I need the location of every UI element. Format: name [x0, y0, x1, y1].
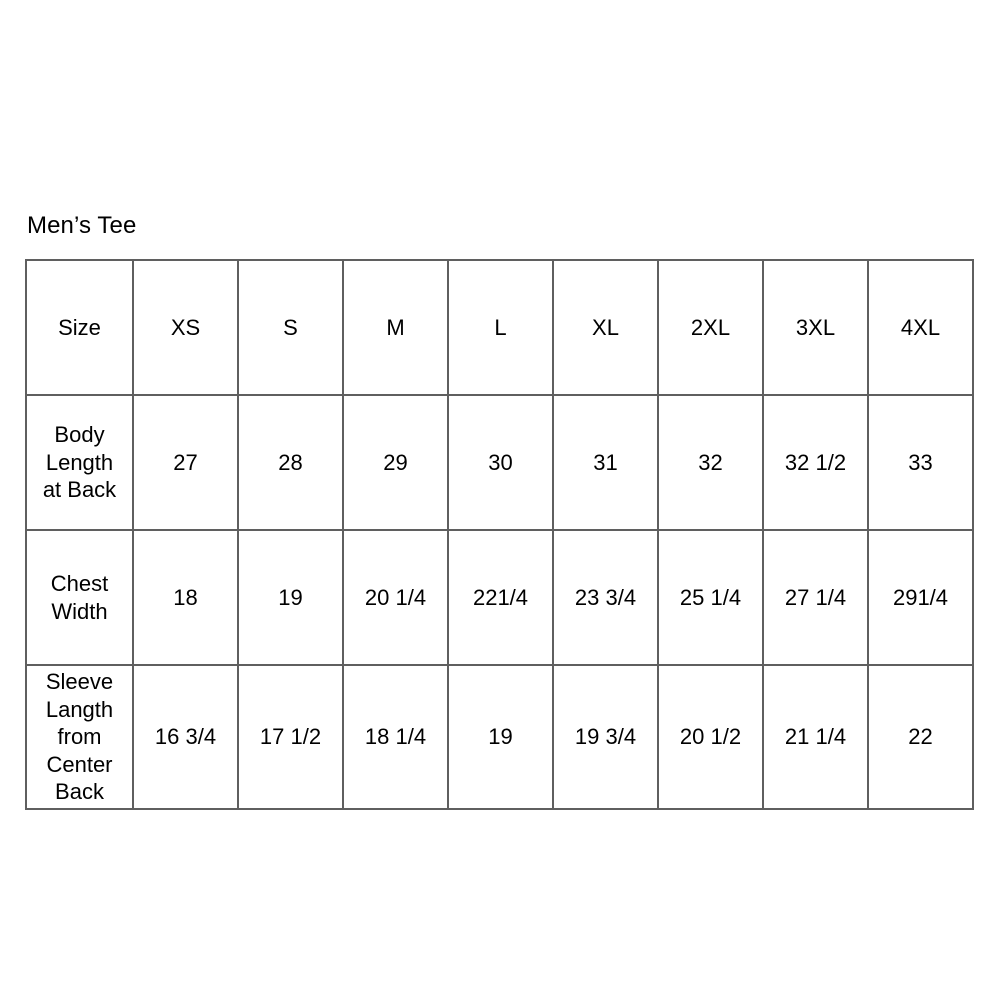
- cell-sleeve-length-4xl: 22: [867, 664, 974, 810]
- cell-body-length-xl: 31: [552, 394, 659, 531]
- header-cell-xs: XS: [132, 259, 239, 396]
- table-row-body-length: Body Length at Back 27 28 29 30 31 32 32 …: [25, 394, 974, 531]
- row-label-sleeve-length: Sleeve Langth from Center Back: [25, 664, 134, 810]
- cell-sleeve-length-m: 18 1/4: [342, 664, 449, 810]
- cell-body-length-xs: 27: [132, 394, 239, 531]
- table-row-sleeve-length: Sleeve Langth from Center Back 16 3/4 17 1…: [25, 664, 974, 810]
- cell-chest-width-3xl: 27 1/4: [762, 529, 869, 666]
- cell-sleeve-length-xs: 16 3/4: [132, 664, 239, 810]
- cell-sleeve-length-3xl: 21 1/4: [762, 664, 869, 810]
- header-cell-m: M: [342, 259, 449, 396]
- header-cell-2xl: 2XL: [657, 259, 764, 396]
- cell-chest-width-xs: 18: [132, 529, 239, 666]
- table-row-chest-width: Chest Width 18 19 20 1/4 221/4 23 3/4 25 …: [25, 529, 974, 666]
- cell-body-length-4xl: 33: [867, 394, 974, 531]
- cell-body-length-s: 28: [237, 394, 344, 531]
- cell-sleeve-length-2xl: 20 1/2: [657, 664, 764, 810]
- cell-sleeve-length-xl: 19 3/4: [552, 664, 659, 810]
- cell-body-length-2xl: 32: [657, 394, 764, 531]
- cell-chest-width-4xl: 291/4: [867, 529, 974, 666]
- header-cell-s: S: [237, 259, 344, 396]
- cell-body-length-3xl: 32 1/2: [762, 394, 869, 531]
- cell-chest-width-s: 19: [237, 529, 344, 666]
- header-cell-l: L: [447, 259, 554, 396]
- row-label-chest-width: Chest Width: [25, 529, 134, 666]
- cell-body-length-l: 30: [447, 394, 554, 531]
- cell-sleeve-length-s: 17 1/2: [237, 664, 344, 810]
- cell-sleeve-length-l: 19: [447, 664, 554, 810]
- header-cell-4xl: 4XL: [867, 259, 974, 396]
- page-title: Men’s Tee: [27, 212, 137, 239]
- cell-chest-width-l: 221/4: [447, 529, 554, 666]
- row-label-body-length: Body Length at Back: [25, 394, 134, 531]
- cell-chest-width-m: 20 1/4: [342, 529, 449, 666]
- cell-chest-width-xl: 23 3/4: [552, 529, 659, 666]
- cell-body-length-m: 29: [342, 394, 449, 531]
- cell-chest-width-2xl: 25 1/4: [657, 529, 764, 666]
- table-header-row: Size XS S M L XL 2XL 3XL 4XL: [25, 259, 974, 396]
- header-cell-xl: XL: [552, 259, 659, 396]
- header-cell-3xl: 3XL: [762, 259, 869, 396]
- size-chart-body: Size XS S M L XL 2XL 3XL 4XL Body Length…: [25, 259, 974, 810]
- header-cell-size: Size: [25, 259, 134, 396]
- size-chart-table: Size XS S M L XL 2XL 3XL 4XL Body Length…: [25, 259, 974, 810]
